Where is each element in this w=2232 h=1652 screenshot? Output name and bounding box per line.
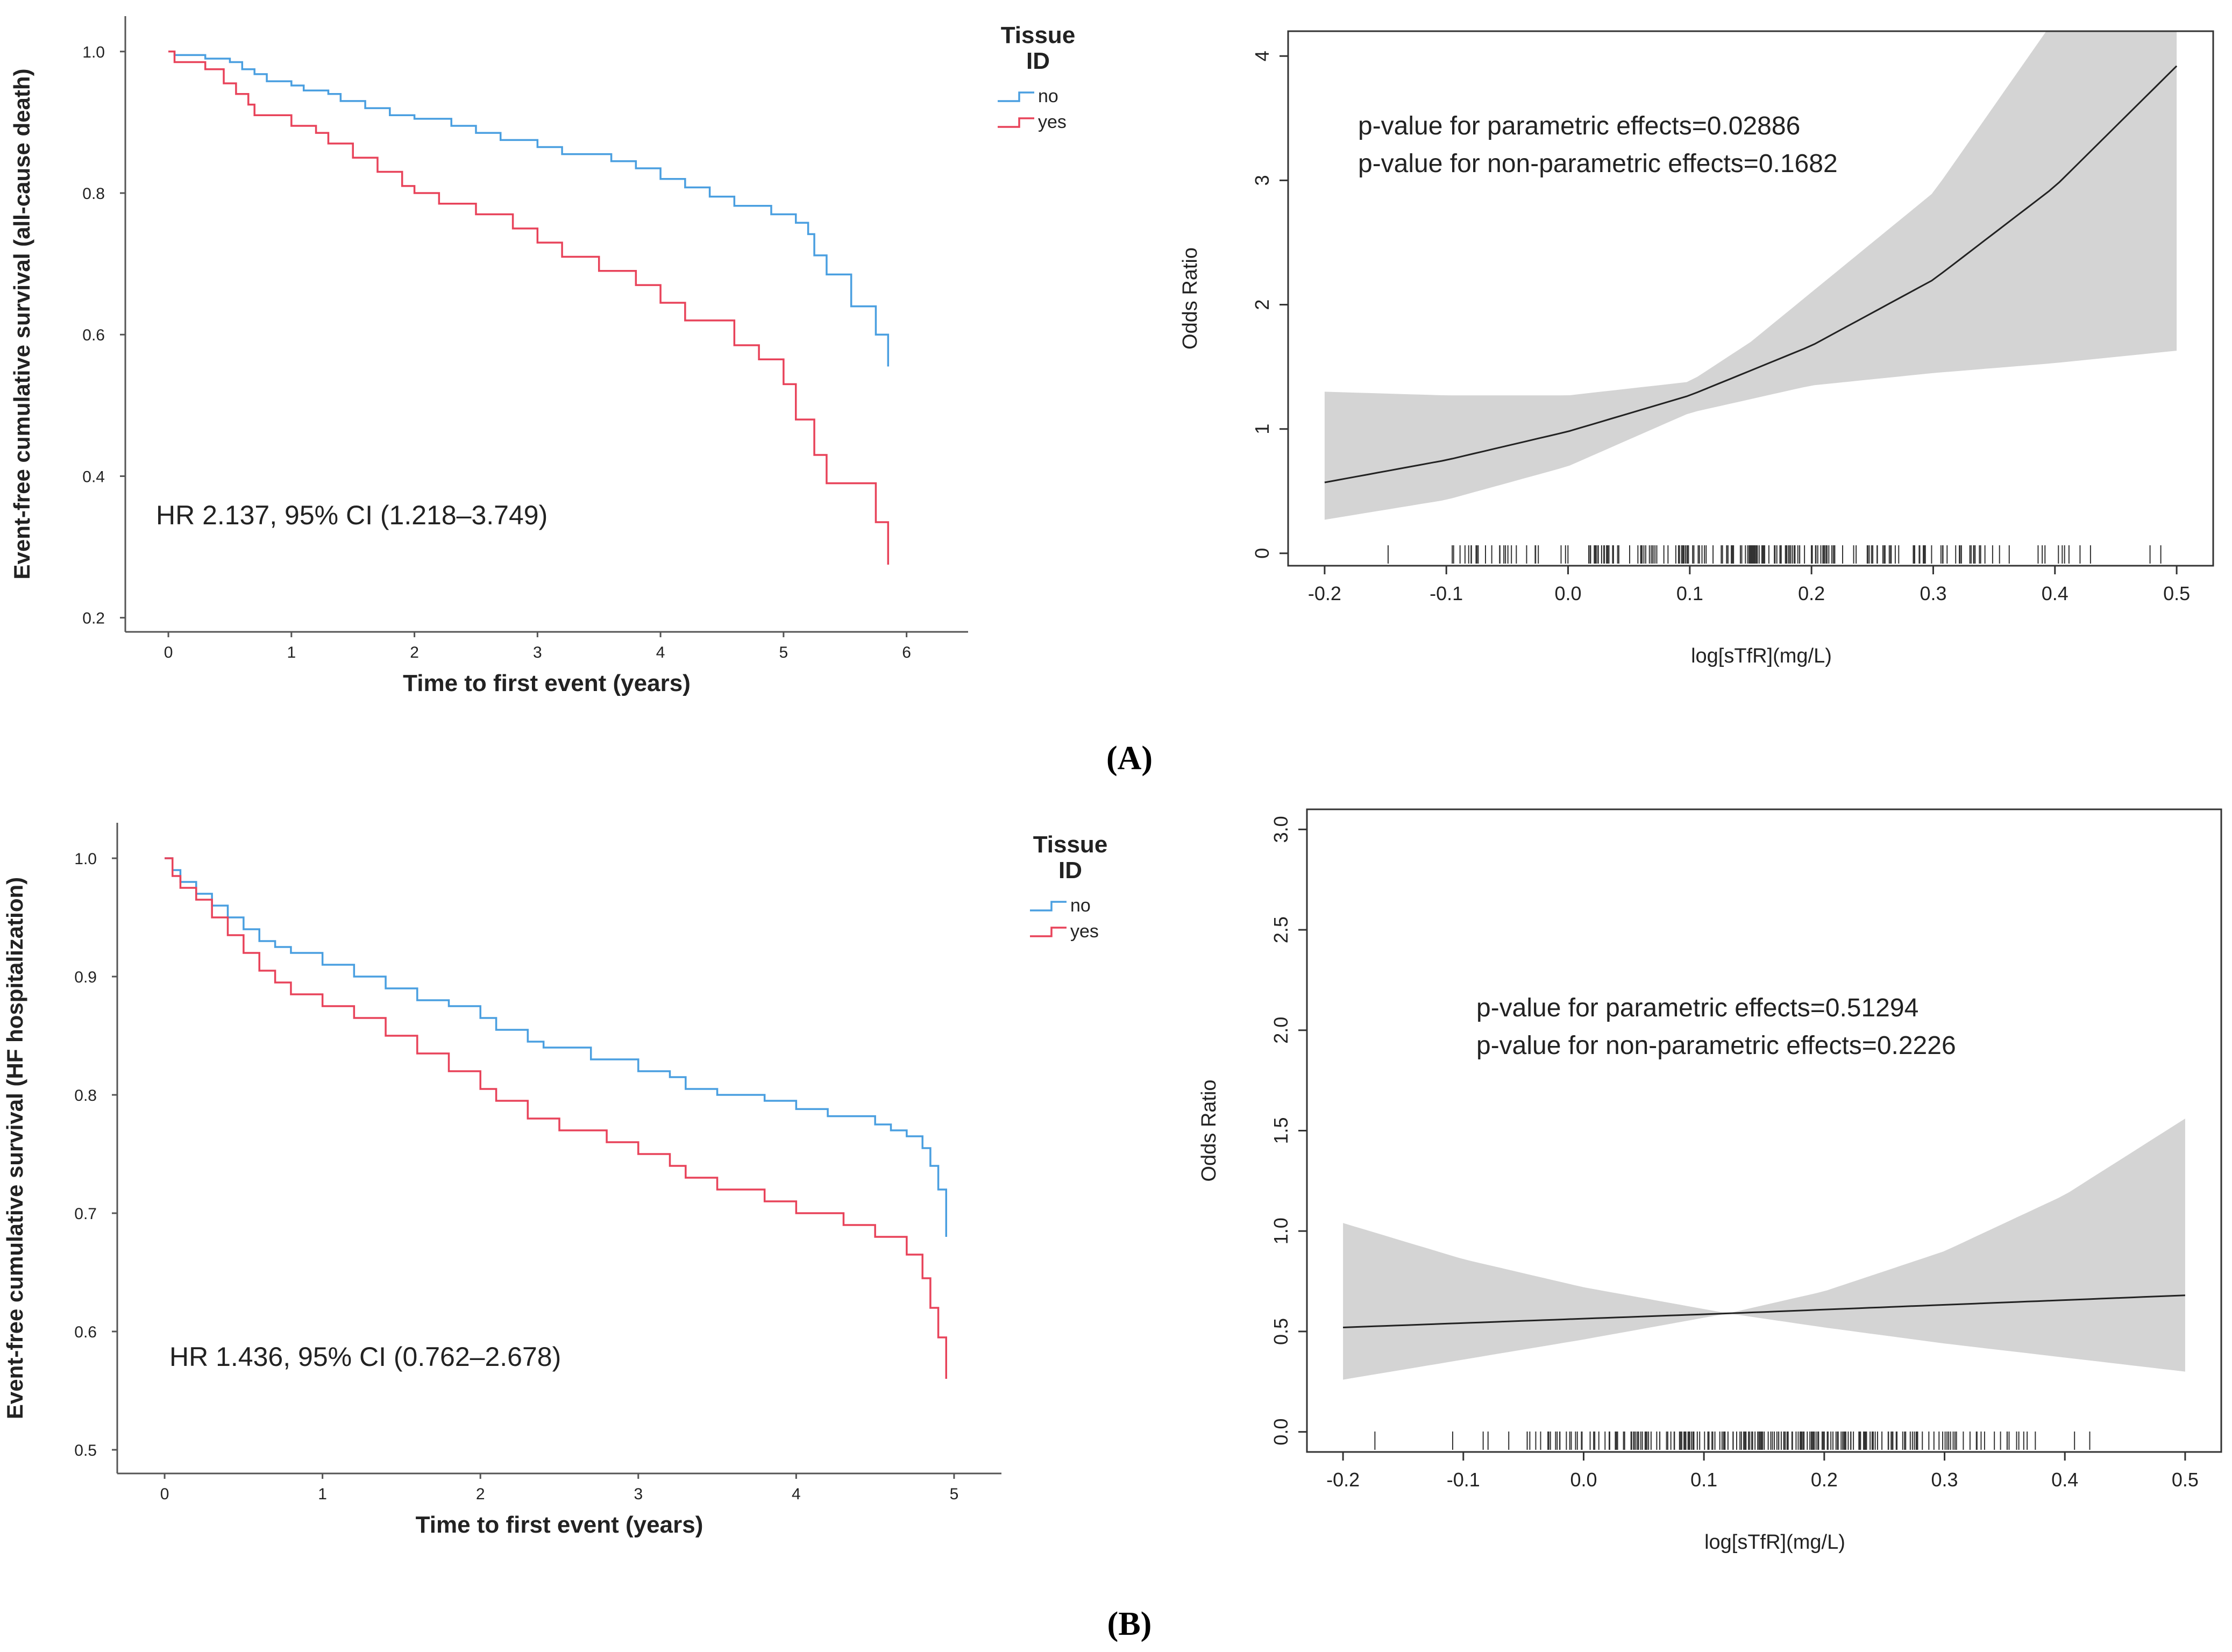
x-tick-label: 0.5 [2163, 582, 2190, 604]
y-tick-label: 0.5 [1270, 1318, 1292, 1345]
km-curve-no [165, 857, 947, 1237]
x-tick-label: -0.1 [1447, 1469, 1480, 1491]
x-tick-label: 5 [950, 1485, 959, 1503]
km-chart-hf-hospitalization: 0.5 0.6 0.7 0.8 0.9 1.0 0 1 2 3 4 5 Time to first ev… [2, 823, 1107, 1538]
y-tick-label: 2 [1251, 300, 1273, 310]
x-tick-label: 1 [318, 1485, 327, 1503]
x-axis-title: Time to first event (years) [403, 670, 691, 696]
x-tick-label: 0.4 [2042, 582, 2068, 604]
x-tick-label: 1 [287, 644, 296, 661]
panel-label-a: (A) [1106, 740, 1153, 777]
odds-ratio-chart-a: 0 1 2 3 4 -0.2 -0.1 0.0 0.1 0.2 0.3 0.4 0.5 log[sTfR]… [1179, 30, 2214, 667]
fitted-curve [1324, 65, 2178, 483]
y-tick-label: 0 [1251, 548, 1273, 559]
odds-ratio-chart-b: 0.0 0.5 1.0 1.5 2.0 2.5 3.0 -0.2 -0.1 0.0 0.1 0.2 0.… [1198, 808, 2222, 1554]
legend-swatch-no [1030, 901, 1067, 912]
legend-title-line2: ID [1058, 857, 1082, 884]
y-tick-label: 1.5 [1270, 1117, 1292, 1144]
p-value-annotation: p-value for non-parametric effects=0.222… [1476, 1031, 1956, 1060]
x-tick-label: 3 [634, 1485, 643, 1503]
y-tick-label: 0.8 [74, 1087, 97, 1105]
legend-title: Tissue ID [1033, 831, 1108, 884]
x-tick-label: 0.2 [1798, 582, 1825, 604]
x-tick-label: 0 [160, 1485, 169, 1503]
legend-swatch-no [998, 91, 1034, 102]
panel-label-b: (B) [1107, 1606, 1152, 1642]
y-tick-label: 1.0 [82, 44, 105, 61]
y-tick-label: 2.0 [1270, 1017, 1292, 1044]
km-curve-yes [165, 857, 947, 1379]
x-tick-label: 3 [533, 644, 542, 661]
x-tick-label: 2 [476, 1485, 485, 1503]
p-value-annotation: p-value for non-parametric effects=0.168… [1358, 149, 1838, 178]
y-tick-label: 3 [1251, 175, 1273, 186]
x-tick-label: 4 [792, 1485, 801, 1503]
legend-label-yes: yes [1038, 112, 1067, 132]
y-tick-label: 3.0 [1270, 816, 1292, 843]
legend-title-line2: ID [1026, 48, 1050, 74]
x-axis-title: log[sTfR](mg/L) [1704, 1531, 1845, 1554]
x-tick-label: -0.2 [1326, 1469, 1360, 1491]
y-tick-label: 0.7 [74, 1205, 97, 1223]
y-axis-title: Event-free cumulative survival (all-caus… [9, 68, 34, 579]
km-chart-all-cause-death: 0.2 0.4 0.6 0.8 1.0 0 1 2 3 4 5 6 Time to first even… [9, 16, 1075, 696]
y-tick-label: 1.0 [74, 850, 97, 868]
hazard-ratio-annotation: HR 2.137, 95% CI (1.218–3.749) [156, 500, 548, 530]
km-curve-no [168, 51, 890, 367]
fitted-curve [1343, 1294, 2185, 1328]
x-tick-label: 0.0 [1555, 582, 1582, 604]
x-axis-title: log[sTfR](mg/L) [1691, 645, 1832, 667]
y-tick-label: 0.6 [74, 1323, 97, 1341]
p-value-annotation: p-value for parametric effects=0.51294 [1476, 994, 1918, 1022]
legend-label-yes: yes [1070, 921, 1099, 942]
y-axis-title: Odds Ratio [1198, 1079, 1220, 1181]
x-tick-label: 0.3 [1931, 1469, 1958, 1491]
confidence-band [1343, 1119, 2185, 1380]
x-tick-label: 0 [164, 644, 173, 661]
x-tick-label: 5 [779, 644, 788, 661]
legend-label-no: no [1070, 895, 1091, 916]
x-tick-label: 6 [902, 644, 911, 661]
y-tick-label: 1.0 [1270, 1217, 1292, 1244]
plot-frame [1287, 30, 2214, 567]
y-tick-label: 0.2 [82, 610, 105, 628]
x-tick-label: -0.2 [1308, 582, 1341, 604]
y-tick-label: 4 [1251, 51, 1273, 61]
y-tick-label: 0.6 [82, 326, 105, 344]
y-tick-label: 2.5 [1270, 916, 1292, 943]
y-tick-label: 0.8 [82, 185, 105, 203]
legend-swatch-yes [998, 117, 1034, 128]
x-tick-label: 0.3 [1920, 582, 1946, 604]
y-axis-title: Event-free cumulative survival (HF hospi… [2, 877, 27, 1419]
x-tick-label: 4 [656, 644, 665, 661]
x-tick-label: 0.1 [1676, 582, 1703, 604]
x-tick-label: 0.4 [2051, 1469, 2078, 1491]
y-tick-label: 0.5 [74, 1442, 97, 1459]
confidence-band [1324, 31, 2177, 520]
legend-label-no: no [1038, 86, 1058, 106]
km-curve-yes [168, 51, 890, 565]
x-axis-title: Time to first event (years) [416, 1512, 703, 1538]
p-value-annotation: p-value for parametric effects=0.02886 [1358, 112, 1800, 140]
y-tick-label: 0.0 [1270, 1419, 1292, 1446]
hazard-ratio-annotation: HR 1.436, 95% CI (0.762–2.678) [169, 1342, 561, 1372]
x-tick-label: 0.0 [1570, 1469, 1597, 1491]
x-tick-label: 0.5 [2172, 1469, 2199, 1491]
x-tick-label: 0.2 [1811, 1469, 1838, 1491]
y-tick-label: 1 [1251, 424, 1273, 435]
legend-swatch-yes [1030, 927, 1067, 937]
y-tick-label: 0.4 [82, 468, 105, 486]
x-tick-label: 2 [410, 644, 419, 661]
y-tick-label: 0.9 [74, 969, 97, 986]
x-tick-label: -0.1 [1430, 582, 1463, 604]
y-axis-title: Odds Ratio [1179, 247, 1202, 350]
x-tick-label: 0.1 [1690, 1469, 1717, 1491]
